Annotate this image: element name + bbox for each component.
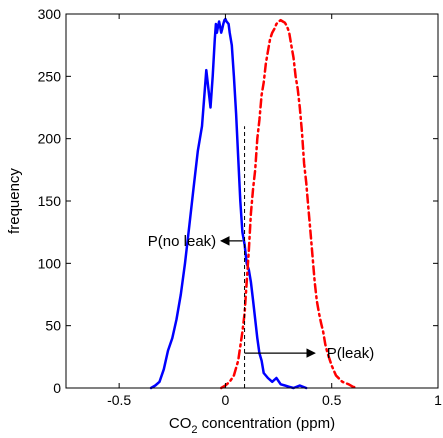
series-line-no-leak [149,17,308,390]
y-tick-label: 300 [38,6,62,22]
y-axis-label: frequency [6,168,23,234]
y-tick-label: 250 [38,68,62,84]
annotation-no-leak: P(no leak) [148,233,216,250]
y-tick-label: 100 [38,255,62,271]
tick-layer: -0.5 0 0.5 1 0 50 100 150 200 250 300 [38,6,442,408]
y-tick-label: 200 [38,131,62,147]
x-tick-label: 0.5 [322,392,342,408]
x-axis-label-suffix: concentration (ppm) [198,415,336,432]
x-tick-label: -0.5 [107,392,131,408]
x-axis-label: CO2 concentration (ppm) [169,415,335,436]
series-layer [149,17,359,390]
series-line-leak [219,18,359,390]
y-tick-label: 0 [53,380,61,396]
annotation-layer: P(no leak) P(leak) [148,126,374,388]
x-tick-label: 0 [222,392,230,408]
y-tick-label: 50 [45,318,61,334]
annotation-leak: P(leak) [327,345,375,362]
y-tick-label: 150 [38,193,62,209]
x-axis-label-prefix: CO [169,415,192,432]
x-axis-label-subscript: 2 [191,424,197,436]
x-tick-label: 1 [434,392,442,408]
